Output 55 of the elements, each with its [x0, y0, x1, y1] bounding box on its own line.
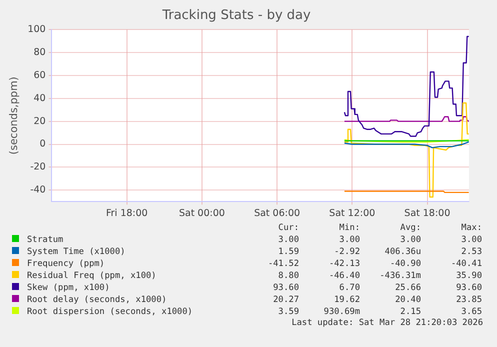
text: Min:	[338, 222, 360, 234]
text: 93.60	[455, 282, 482, 294]
text: 8.80	[277, 270, 299, 282]
x-tick-label: Sat 12:00	[329, 208, 376, 219]
text: 3.65	[460, 306, 482, 318]
y-tick-label: 0	[40, 138, 46, 150]
text: Avg:	[399, 222, 421, 234]
text: 3.00	[338, 234, 360, 246]
x-tick-label: Fri 18:00	[106, 208, 148, 219]
text: 3.00	[277, 234, 299, 246]
text: 35.90	[455, 270, 482, 282]
text: 3.59	[277, 306, 299, 318]
text: -2.92	[333, 246, 360, 258]
y-tick-label: -40	[30, 184, 46, 196]
text: -41.52	[266, 258, 299, 270]
text: 6.70	[338, 282, 360, 294]
y-tick-label: 80	[34, 47, 46, 58]
chart-title: Tracking Stats - by day	[161, 8, 311, 24]
legend-label: System Time (x1000)	[26, 246, 126, 258]
text: 25.66	[394, 282, 421, 294]
text: 2.53	[460, 246, 482, 258]
legend-label: Frequency (ppm)	[26, 258, 106, 270]
legend-label: Stratum	[26, 234, 64, 246]
text: 19.62	[333, 294, 360, 306]
text: 2.15	[399, 306, 421, 318]
text: Max:	[460, 222, 482, 234]
x-tick-label: Sat 06:00	[254, 208, 300, 219]
text: 3.00	[399, 234, 421, 246]
text: -40.90	[388, 258, 421, 270]
text: 930.69m	[322, 306, 360, 318]
text: 93.60	[272, 282, 299, 294]
text: 3.00	[460, 234, 482, 246]
text: -436.31m	[378, 270, 421, 282]
text: Cur:	[277, 222, 299, 234]
text: -40.41	[450, 258, 482, 270]
text: -42.13	[328, 258, 360, 270]
text: -46.40	[328, 270, 360, 282]
y-axis-title: (seconds,ppm)	[8, 76, 20, 155]
text: 23.85	[455, 294, 482, 306]
text: 1.59	[277, 246, 299, 258]
legend-label: Root delay (seconds, x1000)	[26, 294, 168, 306]
legend-label: Residual Freq (ppm, x100)	[26, 270, 158, 282]
text: 406.36u	[384, 246, 421, 258]
text: 20.27	[272, 294, 299, 306]
y-tick-label: 40	[34, 92, 46, 104]
x-tick-label: Sat 18:00	[404, 208, 450, 219]
y-tick-label: 100	[28, 24, 46, 36]
legend-label: Skew (ppm, x100)	[26, 282, 111, 294]
y-tick-label: 20	[34, 116, 46, 127]
x-tick-label: Sat 00:00	[178, 208, 225, 219]
text: Last update: Sat Mar 28 21:20:03 2026	[290, 318, 484, 328]
y-tick-label: -20	[30, 162, 46, 173]
y-tick-label: 60	[34, 70, 46, 81]
text: 20.40	[394, 294, 421, 306]
legend-label: Root dispersion (seconds, x1000)	[26, 306, 194, 318]
